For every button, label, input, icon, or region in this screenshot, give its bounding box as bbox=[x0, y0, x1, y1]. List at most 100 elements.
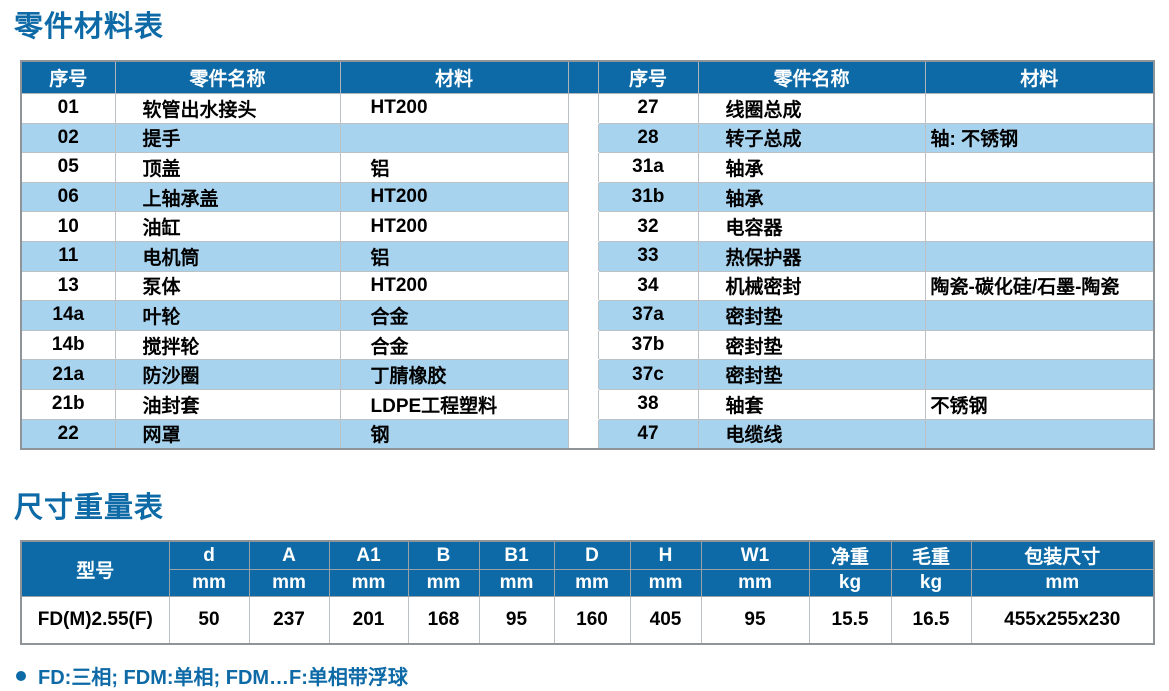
part-no-cell: 14b bbox=[20, 329, 116, 361]
dim-col-label: A bbox=[248, 540, 330, 571]
dim-col-unit: mm bbox=[553, 569, 631, 598]
part-name-cell: 转子总成 bbox=[697, 122, 926, 154]
part-material-cell bbox=[924, 300, 1155, 331]
parts-row: 14a 叶轮 合金 37a 密封垫 bbox=[20, 300, 1155, 331]
part-no-cell: 28 bbox=[597, 122, 699, 154]
part-name-cell: 网罩 bbox=[114, 418, 341, 450]
part-name-cell: 油缸 bbox=[114, 211, 341, 242]
part-name-cell: 软管出水接头 bbox=[114, 93, 341, 124]
dim-col-unit: kg bbox=[808, 569, 892, 598]
part-material-cell bbox=[924, 359, 1155, 390]
part-name-cell: 轴承 bbox=[697, 152, 926, 183]
part-material-cell bbox=[924, 93, 1155, 124]
part-no-cell: 13 bbox=[20, 270, 116, 302]
dims-header-letters-row: 型号 d A A1 B B1 D H W1 净重 毛重 包装尺寸 bbox=[20, 540, 1155, 598]
part-name-cell: 上轴承盖 bbox=[114, 181, 341, 213]
part-no-cell: 11 bbox=[20, 240, 116, 272]
part-no-cell: 05 bbox=[20, 152, 116, 183]
spacer-cell bbox=[567, 211, 599, 242]
parts-row: 21b 油封套 LDPE工程塑料 38 轴套 不锈钢 bbox=[20, 388, 1155, 420]
parts-row: 06 上轴承盖 HT200 31b 轴承 bbox=[20, 181, 1155, 213]
dims-table-title: 尺寸重量表 bbox=[14, 492, 165, 525]
dim-col-unit: mm bbox=[328, 569, 409, 598]
part-no-cell: 31b bbox=[597, 181, 699, 213]
part-material-cell bbox=[339, 122, 569, 154]
spacer-cell bbox=[567, 300, 599, 331]
parts-row: 14b 搅拌轮 合金 37b 密封垫 bbox=[20, 329, 1155, 361]
dim-col-unit: mm bbox=[168, 569, 250, 598]
dim-col-label: D bbox=[553, 540, 631, 571]
part-material-cell: 钢 bbox=[339, 418, 569, 450]
part-material-cell: HT200 bbox=[339, 270, 569, 302]
part-material-cell: HT200 bbox=[339, 93, 569, 124]
dim-value-cell: 201 bbox=[328, 596, 409, 645]
col-header-name-left: 零件名称 bbox=[114, 60, 341, 94]
spacer-cell bbox=[567, 329, 599, 361]
part-material-cell: 铝 bbox=[339, 152, 569, 183]
col-header-model: 型号 bbox=[20, 540, 170, 598]
dim-col-unit: mm bbox=[970, 569, 1155, 598]
part-name-cell: 提手 bbox=[114, 122, 341, 154]
parts-row: 13 泵体 HT200 34 机械密封 陶瓷-碳化硅/石墨-陶瓷 bbox=[20, 270, 1155, 302]
dim-value-cell: 95 bbox=[700, 596, 810, 645]
spacer-cell bbox=[567, 152, 599, 183]
part-material-cell: 丁腈橡胶 bbox=[339, 359, 569, 390]
dim-col-label: A1 bbox=[328, 540, 409, 571]
part-name-cell: 轴套 bbox=[697, 388, 926, 420]
part-material-cell: LDPE工程塑料 bbox=[339, 388, 569, 420]
spacer-cell bbox=[567, 181, 599, 213]
part-material-cell bbox=[924, 240, 1155, 272]
bullet-icon bbox=[16, 670, 26, 681]
part-no-cell: 10 bbox=[20, 211, 116, 242]
part-material-cell: 合金 bbox=[339, 329, 569, 361]
part-no-cell: 37b bbox=[597, 329, 699, 361]
footnote-text: FD:三相; FDM:单相; FDM…F:单相带浮球 bbox=[38, 667, 408, 690]
parts-table-body: 01 软管出水接头 HT200 27 线圈总成 02 提手 28 转子总成 轴: 不锈钢 05 顶盖铝… bbox=[20, 93, 1155, 450]
dim-col-label: 包装尺寸 bbox=[970, 540, 1155, 571]
spacer-cell bbox=[567, 270, 599, 302]
part-no-cell: 38 bbox=[597, 388, 699, 420]
dim-col-unit: mm bbox=[248, 569, 330, 598]
spacer-cell bbox=[567, 388, 599, 420]
parts-row: 22 网罩钢 47 电缆线 bbox=[20, 418, 1155, 450]
parts-row: 01 软管出水接头 HT200 27 线圈总成 bbox=[20, 93, 1155, 124]
dim-col-label: B bbox=[407, 540, 480, 571]
part-no-cell: 37c bbox=[597, 359, 699, 390]
part-name-cell: 叶轮 bbox=[114, 300, 341, 331]
part-material-cell bbox=[924, 181, 1155, 213]
part-material-cell bbox=[924, 329, 1155, 361]
part-name-cell: 电机筒 bbox=[114, 240, 341, 272]
dim-col-label: W1 bbox=[700, 540, 810, 571]
dim-value-cell: 160 bbox=[553, 596, 631, 645]
footnote: FD:三相; FDM:单相; FDM…F:单相带浮球 bbox=[16, 661, 1169, 690]
part-no-cell: 31a bbox=[597, 152, 699, 183]
spacer-cell bbox=[567, 418, 599, 450]
part-material-cell bbox=[924, 211, 1155, 242]
dim-col-unit: mm bbox=[407, 569, 480, 598]
spacer-cell bbox=[567, 93, 599, 124]
col-header-name-right: 零件名称 bbox=[697, 60, 926, 94]
part-material-cell: 铝 bbox=[339, 240, 569, 272]
dim-value-cell: 15.5 bbox=[808, 596, 892, 645]
dim-value-cell: 50 bbox=[168, 596, 250, 645]
dims-data-row: FD(M)2.55(F) 50 237 201 168 95 160 405 95 15.5 16.… bbox=[20, 596, 1155, 645]
parts-material-table: 序号 零件名称 材料 序号 零件名称 材料 01 软管出水接头 HT200 27 线圈总… bbox=[20, 60, 1155, 451]
dim-value-cell: 16.5 bbox=[890, 596, 972, 645]
part-material-cell: HT200 bbox=[339, 211, 569, 242]
dims-table-body: FD(M)2.55(F) 50 237 201 168 95 160 405 95 15.5 16.… bbox=[20, 596, 1155, 645]
dims-header-units-row: mm mm mm mm mm mm mm mm kg kg mm bbox=[21, 569, 1155, 598]
part-name-cell: 密封垫 bbox=[697, 329, 926, 361]
spacer-cell bbox=[567, 359, 599, 390]
part-no-cell: 47 bbox=[597, 418, 699, 450]
col-header-no-right: 序号 bbox=[597, 60, 699, 94]
dim-value-cell: 168 bbox=[407, 596, 480, 645]
parts-row: 21a 防沙圈 丁腈橡胶 37c 密封垫 bbox=[20, 359, 1155, 390]
part-no-cell: 01 bbox=[20, 93, 116, 124]
parts-row: 05 顶盖铝 31a 轴承 bbox=[20, 152, 1155, 183]
parts-row: 11 电机筒铝 33 热保护器 bbox=[20, 240, 1155, 272]
dim-col-unit: mm bbox=[478, 569, 555, 598]
part-no-cell: 34 bbox=[597, 270, 699, 302]
part-no-cell: 14a bbox=[20, 300, 116, 331]
part-name-cell: 防沙圈 bbox=[114, 359, 341, 390]
parts-header-row: 序号 零件名称 材料 序号 零件名称 材料 bbox=[20, 60, 1155, 94]
